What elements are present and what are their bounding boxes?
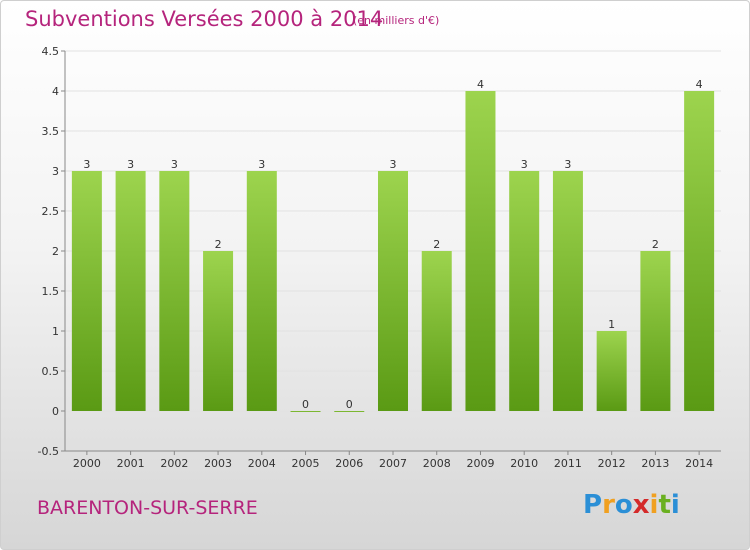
x-tick-label: 2014	[685, 457, 713, 470]
bar-2012	[596, 331, 627, 411]
logo-letter: t	[658, 490, 671, 520]
y-tick-label: 1	[52, 325, 59, 338]
data-label-2014: 4	[696, 78, 703, 91]
data-label-2004: 3	[258, 158, 265, 171]
data-label-2013: 2	[652, 238, 659, 251]
bar-2006	[334, 411, 365, 412]
y-tick-label: 1.5	[42, 285, 60, 298]
y-tick-label: 0.5	[42, 365, 60, 378]
data-label-2010: 3	[521, 158, 528, 171]
chart-unit: (en milliers d'€)	[353, 14, 440, 27]
x-tick-label: 2000	[73, 457, 101, 470]
x-tick-label: 2001	[117, 457, 145, 470]
y-tick-label: 0	[52, 405, 59, 418]
data-label-2002: 3	[171, 158, 178, 171]
chart-title: Subventions Versées 2000 à 2014	[25, 7, 384, 31]
bars	[71, 91, 715, 412]
commune-name: BARENTON-SUR-SERRE	[37, 497, 258, 519]
logo-letter: i	[670, 490, 680, 520]
x-tick-label: 2003	[204, 457, 232, 470]
labels: -0.500.511.522.533.544.53200032001320022…	[38, 45, 714, 470]
logo-letter: i	[649, 490, 659, 520]
y-tick-label: 2	[52, 245, 59, 258]
bar-2013	[640, 251, 671, 411]
y-tick-label: 3	[52, 165, 59, 178]
x-tick-label: 2008	[423, 457, 451, 470]
bar-2004	[246, 171, 277, 411]
y-tick-label: -0.5	[38, 445, 59, 458]
data-label-2012: 1	[608, 318, 615, 331]
x-tick-label: 2004	[248, 457, 276, 470]
bar-2010	[509, 171, 540, 411]
logo-letter: x	[632, 490, 650, 520]
y-tick-label: 4	[52, 85, 59, 98]
x-tick-label: 2006	[335, 457, 363, 470]
y-tick-label: 2.5	[42, 205, 60, 218]
x-tick-label: 2007	[379, 457, 407, 470]
data-label-2007: 3	[390, 158, 397, 171]
x-tick-label: 2009	[466, 457, 494, 470]
data-label-2008: 2	[433, 238, 440, 251]
logo-letter: r	[602, 490, 615, 520]
data-label-2000: 3	[83, 158, 90, 171]
y-tick-label: 4.5	[42, 45, 60, 58]
bar-2000	[71, 171, 102, 411]
x-tick-label: 2012	[598, 457, 626, 470]
data-label-2006: 0	[346, 398, 353, 411]
x-tick-label: 2013	[641, 457, 669, 470]
logo-letter: o	[614, 490, 633, 520]
data-label-2005: 0	[302, 398, 309, 411]
y-tick-label: 3.5	[42, 125, 60, 138]
proxiti-logo: Proxiti	[583, 490, 680, 520]
bar-2005	[290, 411, 321, 412]
data-label-2011: 3	[564, 158, 571, 171]
x-tick-label: 2011	[554, 457, 582, 470]
bar-2009	[465, 91, 496, 411]
bar-2008	[421, 251, 452, 411]
bar-2001	[115, 171, 146, 411]
bar-2007	[378, 171, 408, 411]
x-tick-label: 2005	[292, 457, 320, 470]
axes	[61, 50, 721, 455]
bar-2011	[552, 171, 583, 411]
bar-2002	[159, 171, 190, 411]
data-label-2009: 4	[477, 78, 484, 91]
data-label-2001: 3	[127, 158, 134, 171]
data-label-2003: 2	[215, 238, 222, 251]
x-tick-label: 2002	[160, 457, 188, 470]
logo-letter: P	[583, 490, 603, 520]
x-tick-label: 2010	[510, 457, 538, 470]
bar-2014	[684, 91, 715, 411]
bar-2003	[203, 251, 234, 411]
